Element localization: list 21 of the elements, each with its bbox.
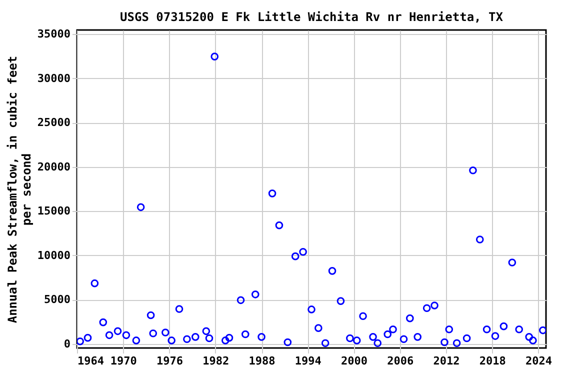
x-tick-label: 2012: [433, 354, 460, 368]
y-tick-label: 15000: [37, 204, 70, 218]
x-tick-label: 1976: [156, 354, 184, 368]
y-tick-label: 0: [64, 338, 70, 351]
x-tick-label: 2018: [479, 354, 506, 368]
y-tick-label: 20000: [37, 160, 70, 174]
y-tick-label: 30000: [37, 72, 70, 85]
x-tick-label: 1964: [78, 354, 104, 368]
y-tick-label: 10000: [37, 248, 70, 262]
x-tick-label: 1970: [110, 354, 137, 368]
x-tick-label: 2024: [526, 354, 552, 368]
x-tick-label: 1988: [248, 354, 276, 368]
y-tick-label: 25000: [37, 116, 70, 130]
x-tick-label: 2000: [341, 354, 368, 368]
x-tick-label: 1994: [294, 354, 322, 368]
y-axis-title: Annual Peak Streamflow, in cubic feet per second: [5, 56, 34, 324]
y-tick-label: 5000: [44, 293, 70, 306]
x-tick-label: 2006: [387, 354, 414, 368]
chart-title: USGS 07315200 E Fk Little Wichita Rv nr Henrietta, TX: [120, 10, 504, 24]
y-tick-label: 35000: [37, 27, 70, 40]
x-tick-label: 1982: [202, 354, 230, 368]
